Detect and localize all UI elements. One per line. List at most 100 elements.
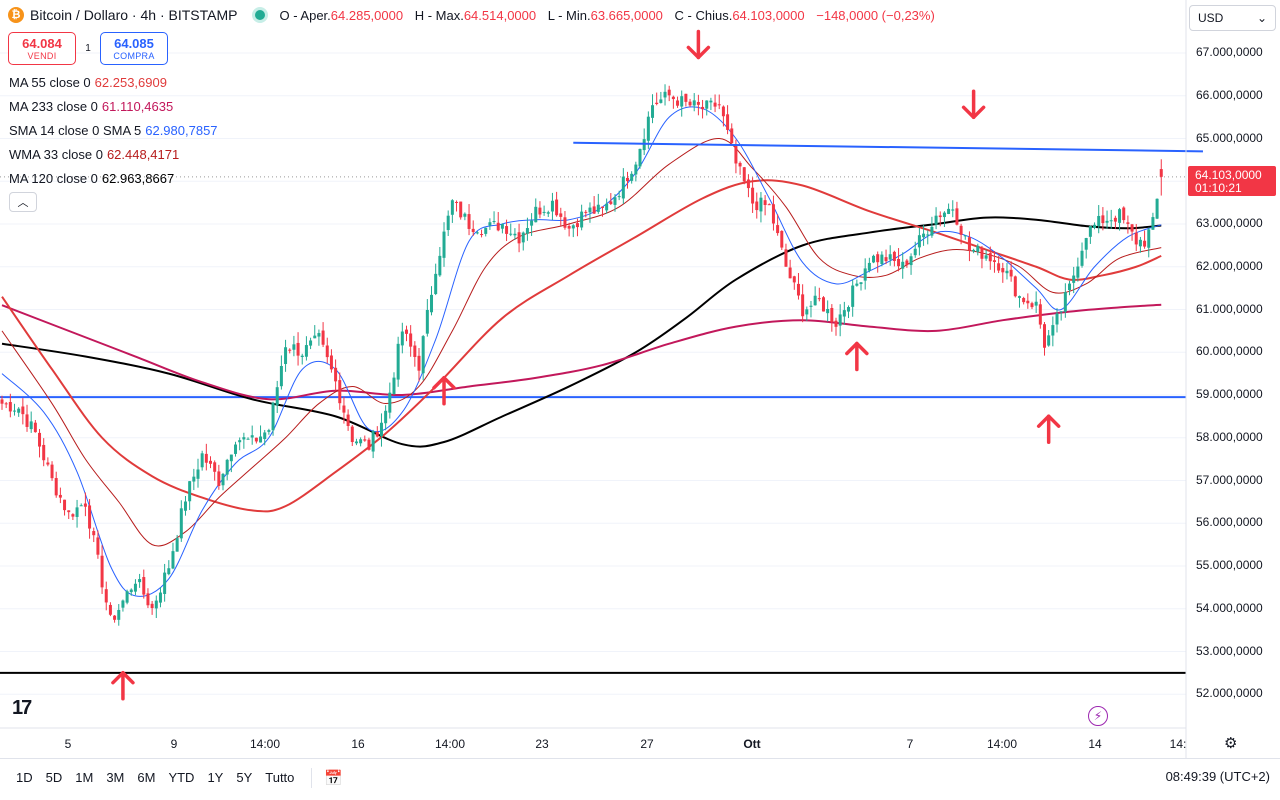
range-5y[interactable]: 5Y xyxy=(236,770,253,785)
candle xyxy=(309,340,313,346)
candle xyxy=(484,227,488,234)
calendar-range-icon[interactable]: 📅 xyxy=(324,769,344,787)
candle xyxy=(859,282,863,285)
arrow-up-icon xyxy=(432,375,456,406)
range-ytd[interactable]: YTD xyxy=(168,770,195,785)
candle xyxy=(809,305,813,307)
candle xyxy=(605,203,609,211)
candle xyxy=(796,283,800,296)
candle xyxy=(392,377,396,394)
candle xyxy=(1034,301,1038,306)
candle xyxy=(63,499,67,511)
candle xyxy=(1022,298,1026,303)
arrow-up-icon xyxy=(845,341,869,372)
candle xyxy=(450,200,454,215)
candle xyxy=(413,345,417,357)
candle xyxy=(409,333,413,347)
candle xyxy=(388,392,392,413)
candle xyxy=(588,207,592,213)
candle xyxy=(559,213,563,217)
candle xyxy=(972,249,976,252)
candle xyxy=(784,249,788,267)
range-tutto[interactable]: Tutto xyxy=(265,770,295,785)
candle xyxy=(817,298,821,300)
x-tick-label: 7 xyxy=(906,737,914,751)
indicator-ma120[interactable]: MA 120 close 0 62.963,8667 xyxy=(9,171,175,186)
candle xyxy=(826,308,830,314)
candle xyxy=(713,102,717,107)
candle xyxy=(721,106,725,117)
candle xyxy=(259,436,263,443)
candle xyxy=(1113,217,1117,222)
bitcoin-logo-icon: ₿ xyxy=(8,7,24,23)
tradingview-logo[interactable]: 17 xyxy=(12,697,32,719)
range-1d[interactable]: 1D xyxy=(16,770,33,785)
candle xyxy=(855,283,859,286)
x-tick-label: 5 xyxy=(64,737,72,751)
candle xyxy=(746,179,750,189)
flash-icon[interactable]: ⚡ xyxy=(1088,706,1108,726)
candle xyxy=(459,201,463,218)
indicator-ma55[interactable]: MA 55 close 0 62.253,6909 xyxy=(9,75,167,90)
candle xyxy=(872,255,876,263)
candle xyxy=(300,355,304,358)
candle xyxy=(154,600,158,609)
candle xyxy=(509,233,513,235)
y-tick-label: 53.000,0000 xyxy=(1196,643,1263,658)
candle xyxy=(651,105,655,118)
currency-select[interactable]: USD ⌄ xyxy=(1189,5,1276,31)
candle xyxy=(901,261,905,269)
candle xyxy=(117,609,121,620)
candle xyxy=(863,268,867,281)
indicator-ma233[interactable]: MA 233 close 0 61.110,4635 xyxy=(9,99,174,114)
range-1y[interactable]: 1Y xyxy=(207,770,224,785)
candle xyxy=(400,331,404,346)
indicator-sma14[interactable]: SMA 14 close 0 SMA 5 62.980,7857 xyxy=(9,123,218,138)
candle xyxy=(284,347,288,365)
range-3m[interactable]: 3M xyxy=(106,770,125,785)
y-tick-label: 63.000,0000 xyxy=(1196,216,1263,230)
candle xyxy=(959,225,963,235)
candle xyxy=(717,104,721,106)
candle xyxy=(646,116,650,141)
candle xyxy=(363,439,367,441)
candle xyxy=(346,414,350,426)
candle xyxy=(267,430,271,432)
candle xyxy=(763,200,767,206)
candle xyxy=(250,435,254,438)
y-tick-label: 52.000,0000 xyxy=(1196,686,1263,701)
y-tick-label: 65.000,0000 xyxy=(1196,130,1263,145)
candle xyxy=(730,128,734,143)
candle xyxy=(367,439,371,450)
candle xyxy=(192,476,196,482)
candle xyxy=(909,256,913,266)
chevron-up-icon[interactable]: ︿ xyxy=(9,192,37,212)
candle xyxy=(113,615,117,620)
clock: 08:49:39 (UTC+2) xyxy=(1165,769,1270,784)
indicator-wma33[interactable]: WMA 33 close 0 62.448,4171 xyxy=(9,147,180,162)
candle xyxy=(434,273,438,295)
candle xyxy=(801,294,805,317)
candle xyxy=(538,207,542,215)
symbol-title[interactable]: Bitcoin / Dollaro · 4h · BITSTAMP xyxy=(30,7,238,23)
candle xyxy=(834,320,838,327)
gear-icon[interactable]: ⚙ xyxy=(1224,735,1238,752)
range-5d[interactable]: 5D xyxy=(45,770,63,785)
candle xyxy=(242,437,246,440)
candle xyxy=(25,414,29,427)
range-1m[interactable]: 1M xyxy=(75,770,94,785)
candle xyxy=(767,204,771,206)
candle xyxy=(1038,304,1042,325)
candle xyxy=(71,514,75,517)
candle xyxy=(1084,238,1088,250)
candle xyxy=(592,206,596,214)
candle xyxy=(1122,207,1126,221)
sell-button[interactable]: 64.084 VENDI xyxy=(8,32,76,65)
candle xyxy=(1109,220,1113,222)
candle xyxy=(338,380,342,404)
buy-button[interactable]: 64.085 COMPRA xyxy=(100,32,168,65)
range-6m[interactable]: 6M xyxy=(137,770,156,785)
spread-value: 1 xyxy=(85,43,91,54)
